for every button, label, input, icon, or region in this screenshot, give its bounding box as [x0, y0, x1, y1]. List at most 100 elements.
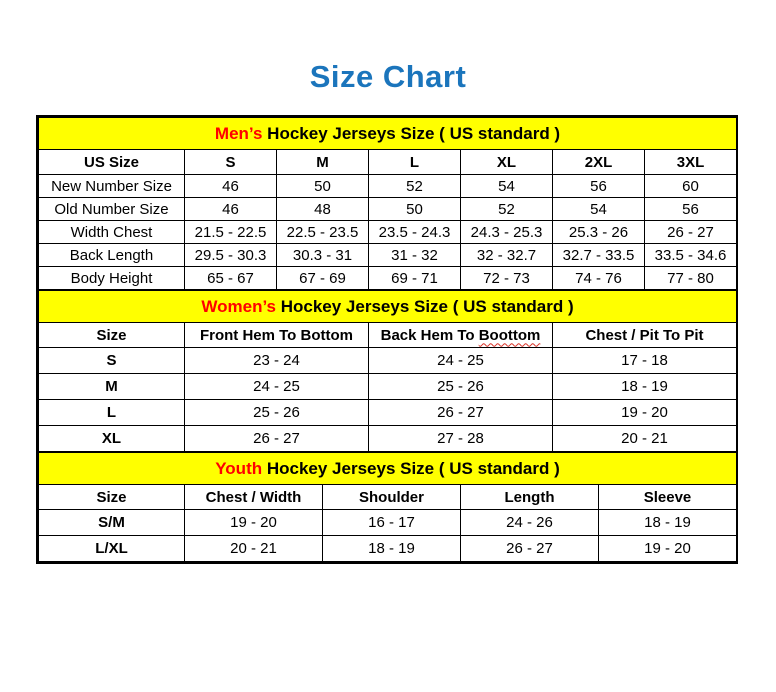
size-value-cell: 25 - 26 — [184, 399, 369, 427]
size-value-cell: 19 - 20 — [598, 535, 737, 563]
section-band-text: Hockey Jerseys Size ( US standard ) — [262, 123, 561, 143]
size-value-cell: 26 - 27 — [368, 399, 553, 427]
size-value-cell: 26 - 27 — [643, 220, 738, 245]
row-label: L/XL — [38, 535, 185, 563]
mens-section-band: Men’s Hockey Jerseys Size ( US standard … — [37, 117, 738, 151]
womens-section-band: Women’s Hockey Jerseys Size ( US standar… — [37, 290, 738, 324]
col-header-chest-width: Chest / Width — [184, 484, 323, 511]
size-value-cell: 29.5 - 30.3 — [184, 243, 277, 268]
col-header-front-hem-to-bottom: Front Hem To Bottom — [184, 322, 369, 349]
section-band-title: Women’s Hockey Jerseys Size ( US standar… — [37, 290, 738, 324]
size-value-cell: 21.5 - 22.5 — [184, 220, 277, 245]
col-header-2xl: 2XL — [552, 149, 645, 176]
row-label: Back Length — [38, 243, 185, 268]
size-value-cell: 50 — [276, 174, 369, 199]
womens-size-table: Women’s Hockey Jerseys Size ( US standar… — [37, 290, 738, 453]
section-band-text: Hockey Jerseys Size ( US standard ) — [262, 458, 560, 478]
size-value-cell: 19 - 20 — [551, 399, 738, 427]
col-header-size: Size — [38, 484, 185, 511]
size-value-cell: 54 — [460, 174, 553, 199]
row-label: Body Height — [38, 266, 185, 291]
size-value-cell: 32.7 - 33.5 — [552, 243, 645, 268]
womens-data-row: S 23 - 24 24 - 25 17 - 18 — [38, 347, 738, 375]
col-header-m: M — [276, 149, 369, 176]
womens-header-row: Size Front Hem To Bottom Back Hem To Boott… — [38, 322, 738, 349]
size-value-cell: 19 - 20 — [184, 509, 323, 537]
size-value-cell: 33.5 - 34.6 — [643, 243, 738, 268]
size-value-cell: 18 - 19 — [598, 509, 737, 537]
size-value-cell: 24 - 26 — [460, 509, 599, 537]
size-value-cell: 60 — [643, 174, 738, 199]
section-band-highlight: Youth — [215, 458, 263, 478]
size-value-cell: 20 - 21 — [184, 535, 323, 563]
size-value-cell: 18 - 19 — [322, 535, 461, 563]
col-header-length: Length — [460, 484, 599, 511]
section-band-highlight: Men’s — [214, 123, 263, 143]
size-value-cell: 20 - 21 — [551, 425, 738, 453]
row-label: S — [38, 347, 185, 375]
size-chart: Men’s Hockey Jerseys Size ( US standard … — [36, 115, 738, 565]
size-value-cell: 46 — [184, 197, 277, 222]
size-value-cell: 25 - 26 — [368, 373, 553, 401]
size-value-cell: 24.3 - 25.3 — [460, 220, 553, 245]
size-value-cell: 74 - 76 — [552, 266, 645, 291]
row-label: M — [38, 373, 185, 401]
size-value-cell: 69 - 71 — [368, 266, 461, 291]
size-value-cell: 32 - 32.7 — [460, 243, 553, 268]
mens-data-row: Body Height 65 - 67 67 - 69 69 - 71 72 - 73 7… — [38, 266, 738, 291]
size-value-cell: 16 - 17 — [322, 509, 461, 537]
mens-data-row: Width Chest 21.5 - 22.5 22.5 - 23.5 23.5 - … — [38, 220, 738, 245]
section-band-title: Youth Hockey Jerseys Size ( US standard … — [38, 452, 737, 486]
size-value-cell: 26 - 27 — [184, 425, 369, 453]
row-label: XL — [38, 425, 185, 453]
size-value-cell: 50 — [368, 197, 461, 222]
size-value-cell: 65 - 67 — [184, 266, 277, 291]
col-header-text: Back Hem To — [380, 326, 479, 344]
col-header-xl: XL — [460, 149, 553, 176]
row-label: S/M — [38, 509, 185, 537]
size-value-cell: 52 — [368, 174, 461, 199]
womens-data-row: XL 26 - 27 27 - 28 20 - 21 — [38, 425, 738, 453]
womens-data-row: M 24 - 25 25 - 26 18 - 19 — [38, 373, 738, 401]
section-band-title: Men’s Hockey Jerseys Size ( US standard … — [37, 117, 738, 151]
size-value-cell: 18 - 19 — [551, 373, 738, 401]
col-header-back-hem-to-boottom: Back Hem To Boottom — [368, 322, 553, 349]
col-header-sleeve: Sleeve — [598, 484, 737, 511]
size-value-cell: 27 - 28 — [368, 425, 553, 453]
youth-section-band: Youth Hockey Jerseys Size ( US standard … — [38, 452, 737, 486]
col-header-3xl: 3XL — [643, 149, 738, 176]
size-value-cell: 52 — [460, 197, 553, 222]
size-value-cell: 24 - 25 — [184, 373, 369, 401]
womens-data-row: L 25 - 26 26 - 27 19 - 20 — [38, 399, 738, 427]
youth-data-row: S/M 19 - 20 16 - 17 24 - 26 18 - 19 — [38, 509, 737, 537]
col-header-l: L — [368, 149, 461, 176]
size-value-cell: 48 — [276, 197, 369, 222]
youth-size-table: Youth Hockey Jerseys Size ( US standard … — [38, 452, 737, 563]
size-value-cell: 67 - 69 — [276, 266, 369, 291]
size-value-cell: 30.3 - 31 — [276, 243, 369, 268]
size-value-cell: 31 - 32 — [368, 243, 461, 268]
mens-data-row: Back Length 29.5 - 30.3 30.3 - 31 31 - 32 32… — [38, 243, 738, 268]
mens-size-table: Men’s Hockey Jerseys Size ( US standard … — [37, 117, 738, 291]
row-label: Old Number Size — [38, 197, 185, 222]
size-value-cell: 26 - 27 — [460, 535, 599, 563]
row-label: Width Chest — [38, 220, 185, 245]
misspelled-word: Boottom — [478, 326, 541, 344]
size-value-cell: 54 — [552, 197, 645, 222]
size-value-cell: 56 — [552, 174, 645, 199]
col-header-us-size: US Size — [38, 149, 185, 176]
size-value-cell: 25.3 - 26 — [552, 220, 645, 245]
section-band-text: Hockey Jerseys Size ( US standard ) — [276, 296, 574, 316]
row-label: New Number Size — [38, 174, 185, 199]
col-header-shoulder: Shoulder — [322, 484, 461, 511]
youth-header-row: Size Chest / Width Shoulder Length Sleeve — [38, 484, 737, 511]
mens-data-row: New Number Size 46 50 52 54 56 60 — [38, 174, 738, 199]
mens-header-row: US Size S M L XL 2XL 3XL — [38, 149, 738, 176]
size-value-cell: 46 — [184, 174, 277, 199]
page-title: Size Chart — [309, 59, 467, 94]
size-value-cell: 77 - 80 — [643, 266, 738, 291]
row-label: L — [38, 399, 185, 427]
section-band-highlight: Women’s — [201, 296, 276, 316]
size-value-cell: 56 — [643, 197, 738, 222]
col-header-size: Size — [38, 322, 185, 349]
